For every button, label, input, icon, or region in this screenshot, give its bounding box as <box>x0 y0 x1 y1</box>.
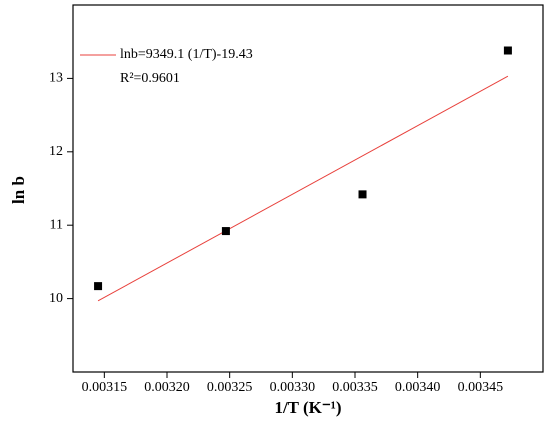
x-tick-label: 0.00340 <box>395 380 441 395</box>
y-tick-label: 12 <box>49 144 63 159</box>
y-tick-label: 13 <box>49 71 63 86</box>
y-axis-label: ln b <box>9 176 28 204</box>
y-tick-label: 11 <box>50 217 63 232</box>
x-tick-label: 0.00330 <box>270 380 316 395</box>
point <box>358 190 367 199</box>
x-tick-label: 0.00345 <box>458 380 504 395</box>
fit-line <box>97 75 509 302</box>
x-tick-label: 0.00335 <box>332 380 378 395</box>
x-tick-label: 0.00325 <box>207 380 253 395</box>
y-tick-label: 10 <box>49 291 63 306</box>
annotation: R²=0.9601 <box>120 71 180 86</box>
point <box>94 282 103 291</box>
legend-label: lnb=9349.1 (1/T)-19.43 <box>120 47 253 62</box>
point <box>221 227 230 236</box>
point <box>503 46 512 55</box>
x-axis-label: 1/T (K⁻¹) <box>274 398 341 417</box>
x-tick-label: 0.00320 <box>144 380 190 395</box>
x-tick-label: 0.00315 <box>82 380 128 395</box>
plot-frame <box>72 4 544 373</box>
